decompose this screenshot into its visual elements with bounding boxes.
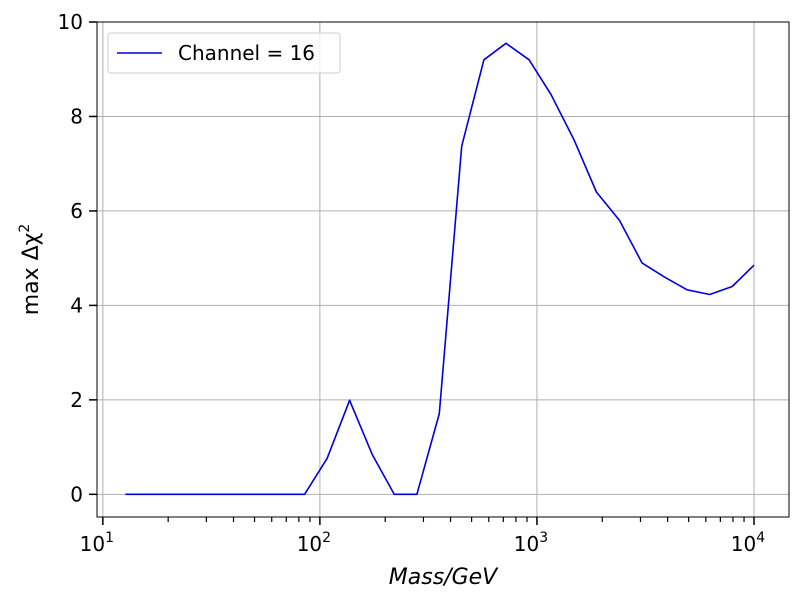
- y-tick-label: 4: [70, 293, 83, 317]
- plot-frame: [96, 21, 790, 518]
- grid: [97, 21, 789, 517]
- x-tick-label-base: 10: [297, 532, 322, 556]
- x-tick-label-exponent: 2: [322, 530, 331, 546]
- x-tick-label-base: 10: [80, 532, 105, 556]
- x-tick-label: 102: [297, 530, 331, 556]
- x-tick-label-base: 10: [731, 532, 756, 556]
- x-tick-label-exponent: 3: [539, 530, 548, 546]
- x-axis-ticks: 101 102 103 104: [80, 517, 765, 556]
- legend: Channel = 16: [107, 32, 341, 74]
- x-tick-label-exponent: 4: [756, 530, 765, 546]
- series-layer: [125, 42, 755, 496]
- y-tick-label: 0: [70, 482, 83, 506]
- x-axis-label: Mass/GeV: [389, 565, 499, 590]
- legend-label: Channel = 16: [178, 41, 315, 65]
- x-tick-label-exponent: 1: [105, 530, 114, 546]
- y-axis-label-superscript: 2: [17, 224, 33, 233]
- x-tick-label: 104: [731, 530, 765, 556]
- y-tick-label: 2: [70, 388, 83, 412]
- legend-box: [107, 32, 341, 74]
- x-tick-label-base: 10: [514, 532, 539, 556]
- y-tick-label: 6: [70, 199, 83, 223]
- series-line: [125, 42, 755, 496]
- x-tick-label: 103: [514, 530, 548, 556]
- y-axis-label-main: max Δχ: [19, 232, 44, 315]
- y-axis-ticks: 0 2 4 6 8 10: [58, 10, 97, 506]
- y-tick-label: 8: [70, 104, 83, 128]
- x-tick-label: 101: [80, 530, 114, 556]
- y-axis-label: max Δχ2: [17, 224, 44, 316]
- y-tick-label: 10: [58, 10, 83, 34]
